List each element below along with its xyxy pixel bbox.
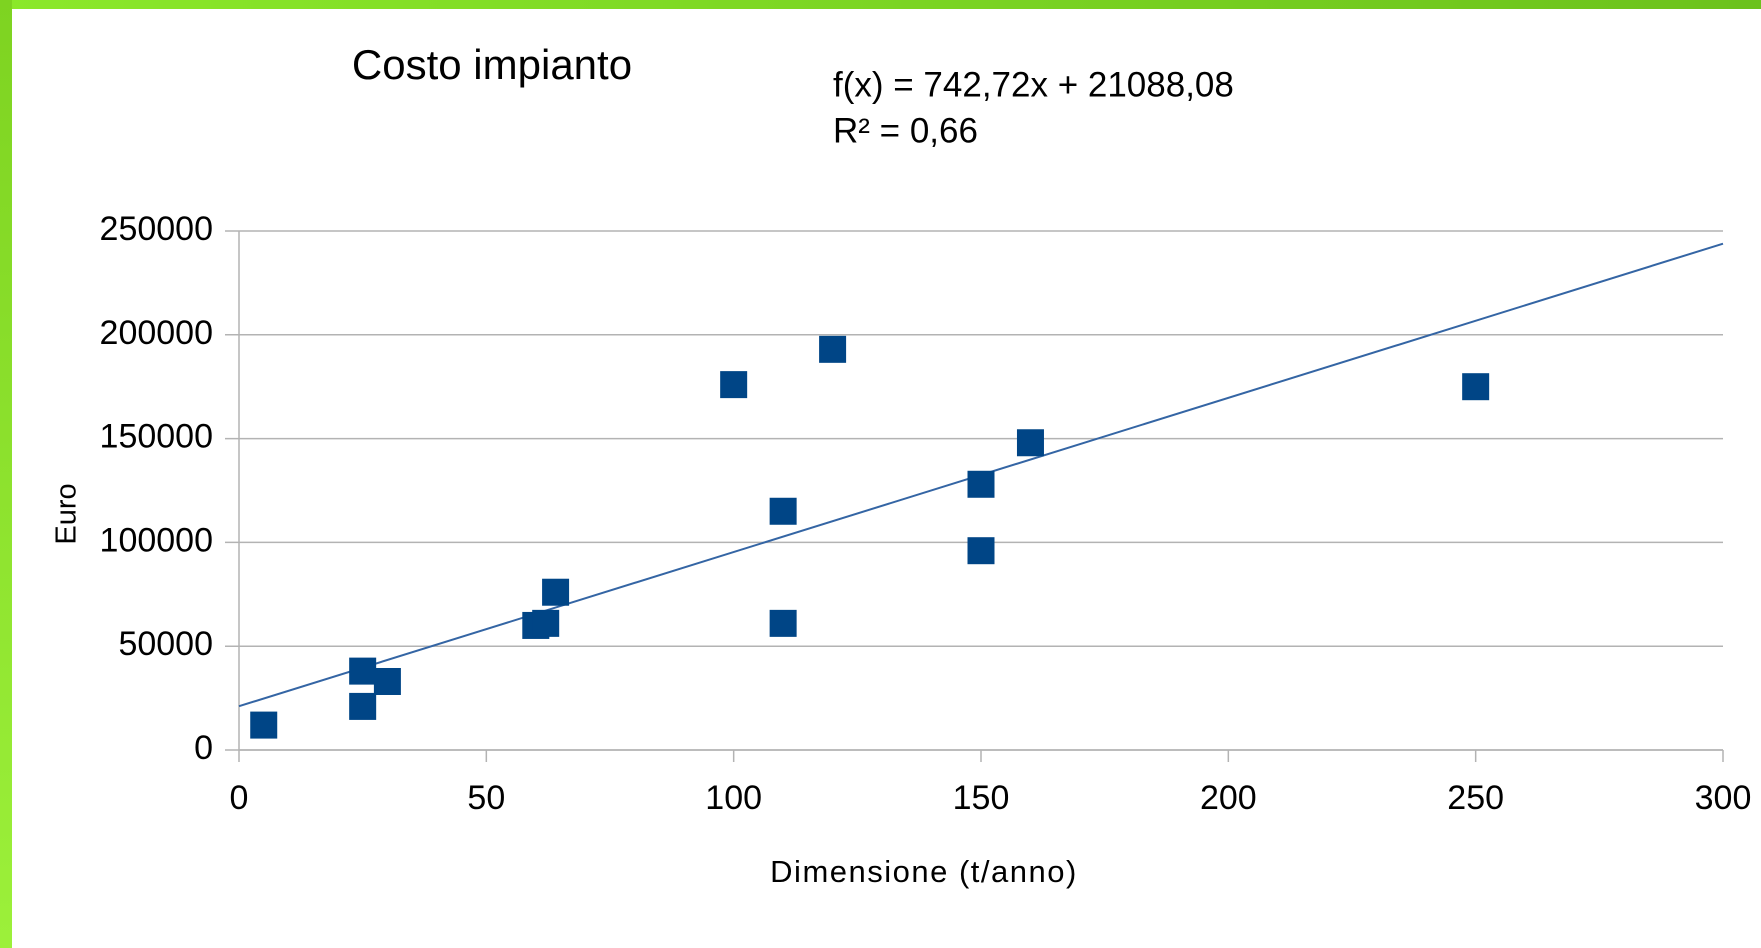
frame-left <box>0 0 12 948</box>
point <box>349 692 377 720</box>
y-tick-label: 200000 <box>100 314 213 352</box>
point <box>542 578 570 606</box>
x-tick-label: 200 <box>1200 779 1257 817</box>
y-tick-label: 0 <box>194 729 213 767</box>
point <box>373 667 401 695</box>
x-tick-label: 300 <box>1695 779 1752 817</box>
trend-r2: R² = 0,66 <box>833 111 978 150</box>
x-axis-label: Dimensione (t/anno) <box>770 854 1078 889</box>
trend-equation: f(x) = 742,72x + 21088,08 <box>833 65 1234 104</box>
x-tick-label: 150 <box>953 779 1010 817</box>
point <box>349 657 377 685</box>
x-tick-label: 100 <box>705 779 762 817</box>
point <box>769 609 797 637</box>
x-tick-label: 0 <box>230 779 249 817</box>
x-tick-label: 50 <box>467 779 505 817</box>
y-tick-label: 50000 <box>118 625 213 663</box>
point <box>819 335 847 363</box>
point <box>720 371 748 399</box>
point <box>967 470 995 498</box>
frame-top <box>0 0 1761 9</box>
point <box>1462 373 1490 401</box>
point <box>967 537 995 565</box>
point <box>250 711 278 739</box>
y-axis-label: Euro <box>51 483 83 544</box>
point <box>532 609 560 637</box>
point <box>1016 429 1044 457</box>
x-tick-label: 250 <box>1447 779 1504 817</box>
chart-title: Costo impianto <box>352 41 632 88</box>
y-tick-label: 150000 <box>100 418 213 456</box>
y-tick-label: 100000 <box>100 521 213 559</box>
y-tick-label: 250000 <box>100 210 213 248</box>
point <box>769 497 797 525</box>
